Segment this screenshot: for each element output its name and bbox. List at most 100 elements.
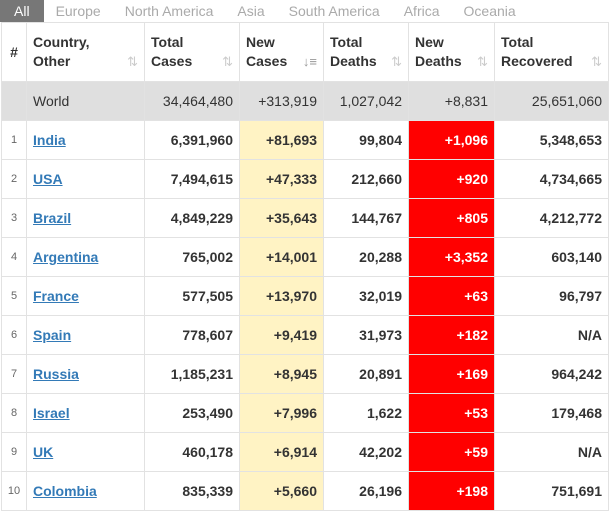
new-deaths-cell: +63 [408, 276, 495, 316]
tab-europe[interactable]: Europe [55, 3, 101, 19]
total-recovered-cell: 179,468 [494, 393, 609, 433]
column-header-label: New [415, 34, 444, 50]
new-deaths-cell: +3,352 [408, 237, 495, 277]
column-header-label: Recovered [501, 53, 573, 69]
column-header-label: Total [151, 34, 184, 50]
sort-arrows-icon[interactable]: ⇅ [391, 54, 402, 69]
total-recovered-cell: 5,348,653 [494, 120, 609, 160]
country-link[interactable]: France [33, 288, 79, 304]
total-deaths-cell: 20,891 [323, 354, 409, 394]
total-deaths-cell: 20,288 [323, 237, 409, 277]
total-recovered-cell: N/A [494, 315, 609, 355]
total-cases-cell: 253,490 [144, 393, 240, 433]
column-header-new-cases[interactable]: New Cases ↓≡ [239, 22, 324, 82]
country-link[interactable]: Colombia [33, 483, 97, 499]
country-link[interactable]: USA [33, 171, 63, 187]
new-cases-cell: +7,996 [239, 393, 324, 433]
tab-africa[interactable]: Africa [403, 3, 440, 19]
new-cases-cell: +81,693 [239, 120, 324, 160]
country-link[interactable]: Argentina [33, 249, 99, 265]
rank-cell: 10 [1, 471, 27, 511]
column-header-label: Country, [33, 34, 90, 50]
column-header-label: Deaths [415, 53, 462, 69]
new-cases-cell: +8,945 [239, 354, 324, 394]
rank-cell: 8 [1, 393, 27, 433]
new-cases-cell: +13,970 [239, 276, 324, 316]
tab-all[interactable]: All [0, 0, 44, 22]
rank-cell: 6 [1, 315, 27, 355]
tab-north-america[interactable]: North America [124, 3, 214, 19]
new-deaths-cell: +1,096 [408, 120, 495, 160]
country-link[interactable]: Brazil [33, 210, 72, 226]
total-cases-cell: 765,002 [144, 237, 240, 277]
column-header-total-recovered[interactable]: Total Recovered ⇅ [494, 22, 609, 82]
total-cases-cell: 4,849,229 [144, 198, 240, 238]
rank-cell: 9 [1, 432, 27, 472]
new-cases-cell: +35,643 [239, 198, 324, 238]
column-header-label: Cases [246, 53, 288, 69]
total-deaths-cell: 1,622 [323, 393, 409, 433]
new-deaths-cell: +805 [408, 198, 495, 238]
new-deaths-cell: +198 [408, 471, 495, 511]
sort-arrows-icon[interactable]: ⇅ [222, 54, 233, 69]
column-header-label: Other [33, 53, 71, 69]
column-header-label: Deaths [330, 53, 377, 69]
column-header-label: Cases [151, 53, 193, 69]
country-cell: Brazil [26, 198, 145, 238]
new-cases-cell: +5,660 [239, 471, 324, 511]
sort-arrows-icon[interactable]: ⇅ [591, 54, 602, 69]
tab-asia[interactable]: Asia [237, 3, 265, 19]
new-cases-cell: +313,919 [239, 81, 324, 121]
country-cell: Spain [26, 315, 145, 355]
country-cell: Russia [26, 354, 145, 394]
country-link[interactable]: India [33, 132, 66, 148]
rank-cell [1, 81, 27, 121]
column-header-rank[interactable]: # [1, 22, 27, 82]
total-deaths-cell: 144,767 [323, 198, 409, 238]
rank-cell: 5 [1, 276, 27, 316]
table-row: 7 Russia 1,185,231 +8,945 20,891 +169 964,242 [1, 354, 609, 394]
table-row: 6 Spain 778,607 +9,419 31,973 +182 N/A [1, 315, 609, 355]
country-cell: France [26, 276, 145, 316]
column-header-total-deaths[interactable]: Total Deaths ⇅ [323, 22, 409, 82]
total-deaths-cell: 42,202 [323, 432, 409, 472]
table-row: 3 Brazil 4,849,229 +35,643 144,767 +805 4,212,… [1, 198, 609, 238]
world-row: World 34,464,480 +313,919 1,027,042 +8,8… [1, 81, 609, 121]
new-deaths-cell: +182 [408, 315, 495, 355]
country-cell: Colombia [26, 471, 145, 511]
country-link[interactable]: UK [33, 444, 54, 460]
sort-arrows-icon[interactable]: ⇅ [477, 54, 488, 69]
total-cases-cell: 835,339 [144, 471, 240, 511]
new-cases-cell: +47,333 [239, 159, 324, 199]
sort-desc-icon[interactable]: ↓≡ [302, 54, 317, 69]
column-header-new-deaths[interactable]: New Deaths ⇅ [408, 22, 495, 82]
new-deaths-cell: +169 [408, 354, 495, 394]
column-header-country[interactable]: Country, Other ⇅ [26, 22, 145, 82]
new-deaths-cell: +53 [408, 393, 495, 433]
table-row: 4 Argentina 765,002 +14,001 20,288 +3,352 603,… [1, 237, 609, 277]
new-deaths-cell: +59 [408, 432, 495, 472]
country-link[interactable]: Russia [33, 366, 79, 382]
total-deaths-cell: 1,027,042 [323, 81, 409, 121]
total-cases-cell: 1,185,231 [144, 354, 240, 394]
total-recovered-cell: 25,651,060 [494, 81, 609, 121]
sort-arrows-icon[interactable]: ⇅ [127, 54, 138, 69]
country-cell: Israel [26, 393, 145, 433]
total-recovered-cell: 603,140 [494, 237, 609, 277]
total-recovered-cell: 96,797 [494, 276, 609, 316]
table-header-row: # Country, Other ⇅ Total Cases ⇅ New Cas… [1, 22, 609, 82]
total-deaths-cell: 212,660 [323, 159, 409, 199]
tab-south-america[interactable]: South America [288, 3, 380, 19]
country-link[interactable]: Israel [33, 405, 70, 421]
table-row: 10 Colombia 835,339 +5,660 26,196 +198 751,691 [1, 471, 609, 511]
new-deaths-cell: +8,831 [408, 81, 495, 121]
country-cell: Argentina [26, 237, 145, 277]
country-link[interactable]: Spain [33, 327, 72, 343]
tab-oceania[interactable]: Oceania [463, 3, 516, 19]
rank-cell: 7 [1, 354, 27, 394]
total-cases-cell: 34,464,480 [144, 81, 240, 121]
column-header-total-cases[interactable]: Total Cases ⇅ [144, 22, 240, 82]
country-cell: USA [26, 159, 145, 199]
table-row: 5 France 577,505 +13,970 32,019 +63 96,797 [1, 276, 609, 316]
total-cases-cell: 778,607 [144, 315, 240, 355]
